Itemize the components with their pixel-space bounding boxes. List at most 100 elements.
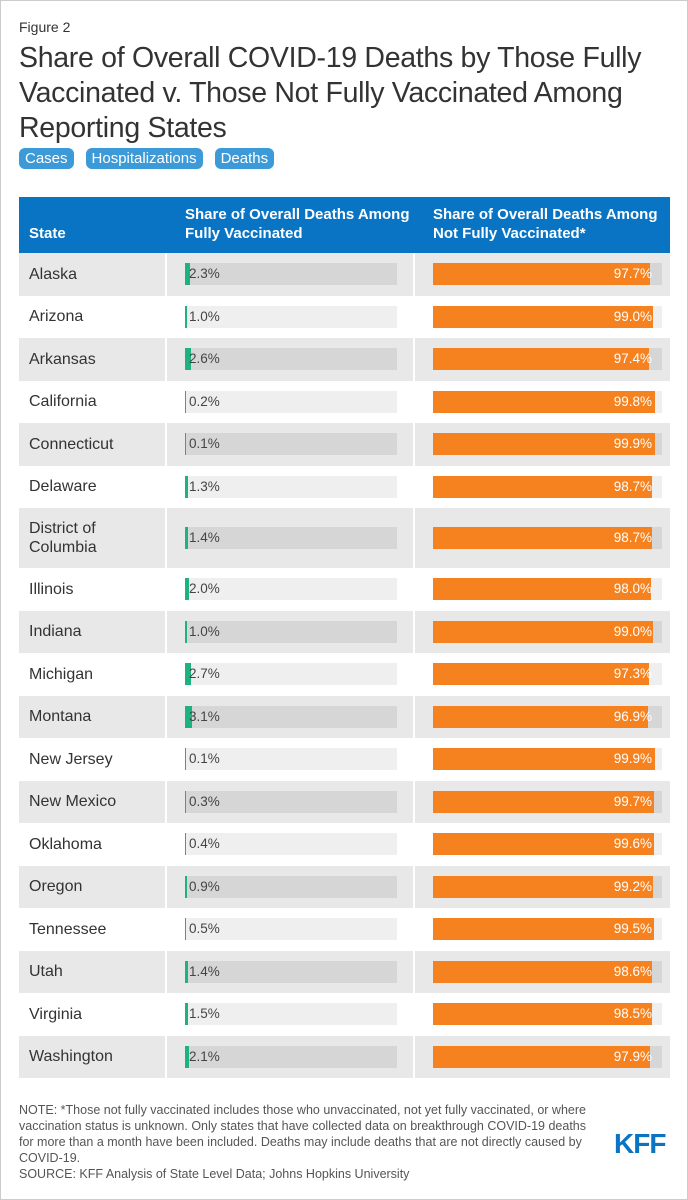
- vaccinated-bar-track: 0.1%: [185, 748, 397, 771]
- table-header: State Share of Overall Deaths Among Full…: [19, 197, 670, 253]
- table-body: Alaska 2.3% 97.7% Arizona 1.0% 99.0% Arkansas 2…: [19, 253, 670, 1078]
- state-name: Delaware: [19, 465, 167, 508]
- not-vaccinated-bar-track: 98.7%: [433, 475, 662, 498]
- state-name: Arizona: [19, 295, 167, 338]
- vaccinated-bar-track: 0.9%: [185, 875, 397, 898]
- state-name: Connecticut: [19, 423, 167, 466]
- vaccinated-value: 1.5%: [189, 1006, 220, 1022]
- vaccinated-value: 1.3%: [189, 478, 220, 494]
- vaccinated-value: 0.9%: [189, 878, 220, 894]
- not-vaccinated-bar-track: 99.7%: [433, 790, 662, 813]
- not-vaccinated-bar: [433, 263, 651, 286]
- not-vaccinated-cell: 99.9%: [415, 738, 670, 781]
- tab-cases[interactable]: Cases: [19, 148, 74, 169]
- vaccinated-bar-track: 2.0%: [185, 578, 397, 601]
- not-vaccinated-bar: [433, 1003, 652, 1026]
- vaccinated-bar: [185, 663, 191, 686]
- not-vaccinated-cell: 99.9%: [415, 423, 670, 466]
- vaccinated-cell: 0.1%: [167, 423, 415, 466]
- column-header-vaccinated: Share of Overall Deaths Among Fully Vacc…: [185, 206, 410, 242]
- table-row: Arkansas 2.6% 97.4%: [19, 338, 670, 381]
- tab-hospitalizations[interactable]: Hospitalizations: [85, 148, 203, 169]
- vaccinated-bar-track: 2.3%: [185, 263, 397, 286]
- not-vaccinated-cell: 98.5%: [415, 993, 670, 1036]
- table-row: Washington 2.1% 97.9%: [19, 1035, 670, 1078]
- data-table: State Share of Overall Deaths Among Full…: [19, 197, 670, 1078]
- vaccinated-cell: 1.3%: [167, 465, 415, 508]
- not-vaccinated-cell: 99.5%: [415, 908, 670, 951]
- vaccinated-cell: 0.2%: [167, 380, 415, 423]
- vaccinated-cell: 1.0%: [167, 610, 415, 653]
- state-name: Arkansas: [19, 338, 167, 381]
- vaccinated-bar-track: 1.0%: [185, 305, 397, 328]
- table-row: Indiana 1.0% 99.0%: [19, 610, 670, 653]
- not-vaccinated-value: 97.3%: [613, 666, 652, 682]
- table-row: California 0.2% 99.8%: [19, 380, 670, 423]
- not-vaccinated-bar: [433, 305, 653, 328]
- state-name: Michigan: [19, 653, 167, 696]
- not-vaccinated-cell: 98.7%: [415, 508, 670, 568]
- state-name: Utah: [19, 950, 167, 993]
- not-vaccinated-bar: [433, 918, 655, 941]
- vaccinated-cell: 0.5%: [167, 908, 415, 951]
- vaccinated-bar-track: 0.4%: [185, 833, 397, 856]
- not-vaccinated-bar: [433, 1045, 651, 1068]
- vaccinated-value: 1.4%: [189, 530, 220, 545]
- view-tabs: Cases Hospitalizations Deaths: [19, 148, 275, 169]
- vaccinated-bar: [185, 705, 192, 728]
- not-vaccinated-bar-track: 97.7%: [433, 263, 662, 286]
- vaccinated-cell: 2.7%: [167, 653, 415, 696]
- table-row: Arizona 1.0% 99.0%: [19, 295, 670, 338]
- not-vaccinated-value: 99.2%: [613, 878, 652, 894]
- vaccinated-value: 0.5%: [189, 921, 220, 937]
- table-row: Montana 3.1% 96.9%: [19, 695, 670, 738]
- vaccinated-value: 3.1%: [189, 708, 220, 724]
- vaccinated-bar: [185, 748, 187, 771]
- vaccinated-bar-track: 0.1%: [185, 433, 397, 456]
- vaccinated-value: 0.2%: [189, 393, 220, 409]
- not-vaccinated-bar-track: 97.3%: [433, 663, 662, 686]
- not-vaccinated-cell: 97.4%: [415, 338, 670, 381]
- vaccinated-value: 2.1%: [189, 1048, 220, 1064]
- not-vaccinated-value: 97.9%: [613, 1048, 652, 1064]
- vaccinated-bar: [185, 620, 188, 643]
- not-vaccinated-value: 97.4%: [613, 351, 652, 367]
- vaccinated-bar: [185, 263, 190, 286]
- not-vaccinated-cell: 97.9%: [415, 1035, 670, 1078]
- vaccinated-cell: 2.0%: [167, 568, 415, 611]
- table-row: Tennessee 0.5% 99.5%: [19, 908, 670, 951]
- state-name: Virginia: [19, 993, 167, 1036]
- not-vaccinated-cell: 99.2%: [415, 865, 670, 908]
- state-name: Oklahoma: [19, 823, 167, 866]
- not-vaccinated-bar-track: 98.7%: [433, 527, 662, 549]
- table-row: New Mexico 0.3% 99.7%: [19, 780, 670, 823]
- column-header-state: State: [29, 225, 66, 242]
- vaccinated-value: 1.4%: [189, 963, 220, 979]
- table-row: Illinois 2.0% 98.0%: [19, 568, 670, 611]
- not-vaccinated-bar-track: 99.9%: [433, 433, 662, 456]
- not-vaccinated-value: 99.7%: [613, 793, 652, 809]
- not-vaccinated-value: 98.6%: [613, 963, 652, 979]
- vaccinated-value: 2.0%: [189, 581, 220, 597]
- vaccinated-bar-track: 1.3%: [185, 475, 397, 498]
- vaccinated-bar-track: 0.3%: [185, 790, 397, 813]
- not-vaccinated-bar-track: 99.0%: [433, 305, 662, 328]
- not-vaccinated-value: 96.9%: [613, 708, 652, 724]
- not-vaccinated-cell: 98.6%: [415, 950, 670, 993]
- not-vaccinated-bar: [433, 663, 650, 686]
- not-vaccinated-cell: 99.8%: [415, 380, 670, 423]
- not-vaccinated-bar-track: 99.8%: [433, 390, 662, 413]
- not-vaccinated-cell: 97.3%: [415, 653, 670, 696]
- tab-deaths[interactable]: Deaths: [214, 148, 275, 169]
- not-vaccinated-value: 99.9%: [613, 751, 652, 767]
- state-name: Montana: [19, 695, 167, 738]
- not-vaccinated-value: 97.7%: [613, 266, 652, 282]
- figure-label: Figure 2: [19, 19, 71, 35]
- vaccinated-cell: 2.1%: [167, 1035, 415, 1078]
- not-vaccinated-bar: [433, 960, 653, 983]
- vaccinated-bar: [185, 390, 187, 413]
- note-text: NOTE: *Those not fully vaccinated includ…: [19, 1103, 586, 1165]
- not-vaccinated-bar-track: 99.5%: [433, 918, 662, 941]
- vaccinated-bar: [185, 433, 187, 456]
- not-vaccinated-value: 99.5%: [613, 921, 652, 937]
